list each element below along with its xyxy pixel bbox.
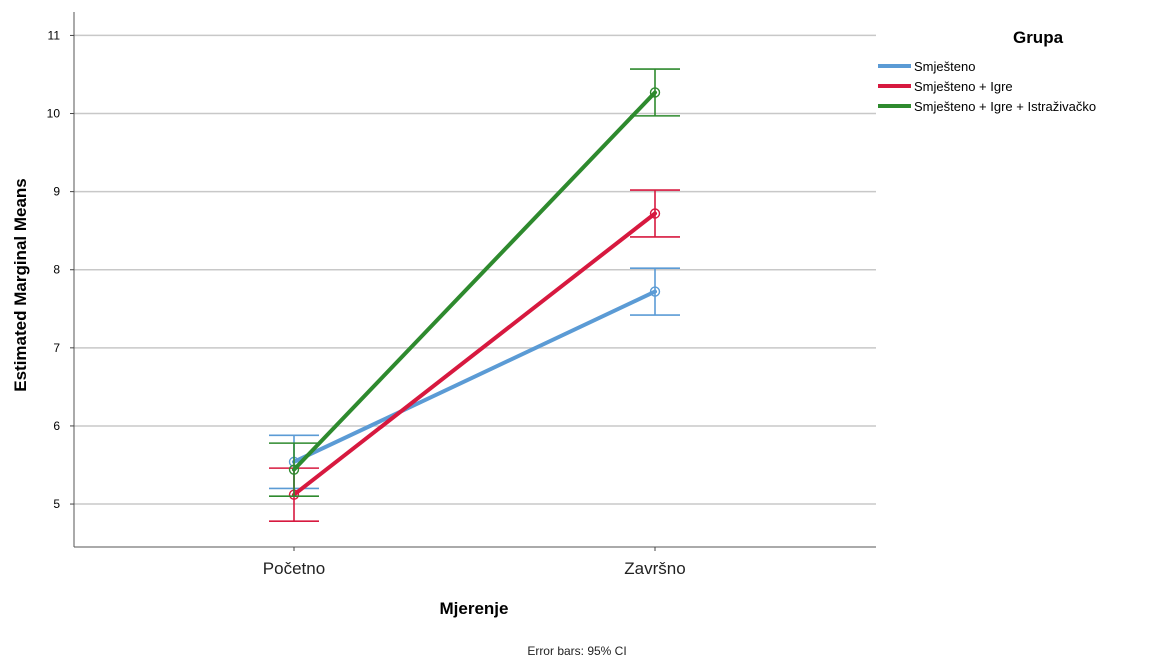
legend-items: Smješteno Smješteno + Igre Smješteno + Igr… <box>878 59 1096 114</box>
data-point <box>649 87 661 98</box>
legend-title: Grupa <box>1013 28 1064 47</box>
gridlines <box>74 34 876 505</box>
series-smjesteno-igre <box>269 189 680 523</box>
legend-item: Smješteno + Igre <box>878 79 1013 94</box>
legend-label: Smješteno + Igre <box>914 79 1013 94</box>
x-axis-title: Mjerenje <box>440 599 509 618</box>
legend-item: Smješteno <box>878 59 975 74</box>
data-point <box>649 286 661 297</box>
data-point <box>649 208 661 219</box>
y-tick-labels: 5 6 7 8 9 10 11 <box>47 28 74 511</box>
y-tick-label: 8 <box>53 263 60 277</box>
x-tick-labels: Početno Završno <box>263 547 686 578</box>
y-axis-title: Estimated Marginal Means <box>11 178 30 392</box>
series <box>269 68 680 523</box>
y-tick-label: 6 <box>53 419 60 433</box>
y-tick-label: 9 <box>53 185 60 199</box>
series-line <box>292 90 657 472</box>
y-tick-label: 7 <box>53 341 60 355</box>
data-point <box>288 464 300 475</box>
series-line <box>292 211 657 497</box>
legend-label: Smješteno + Igre + Istraživačko <box>914 99 1096 114</box>
footnote: Error bars: 95% CI <box>527 644 626 658</box>
y-tick-label: 5 <box>53 497 60 511</box>
x-tick-label: Početno <box>263 559 325 578</box>
axes <box>73 12 876 548</box>
y-tick-label: 10 <box>47 107 61 121</box>
x-tick-label: Završno <box>624 559 685 578</box>
y-tick-label: 11 <box>48 28 61 42</box>
series-smjesteno-igre-istrazivacko <box>269 68 680 498</box>
legend-label: Smješteno <box>914 59 975 74</box>
legend-item: Smješteno + Igre + Istraživačko <box>878 99 1096 114</box>
series-smjesteno <box>269 267 680 490</box>
series-line <box>292 289 657 464</box>
